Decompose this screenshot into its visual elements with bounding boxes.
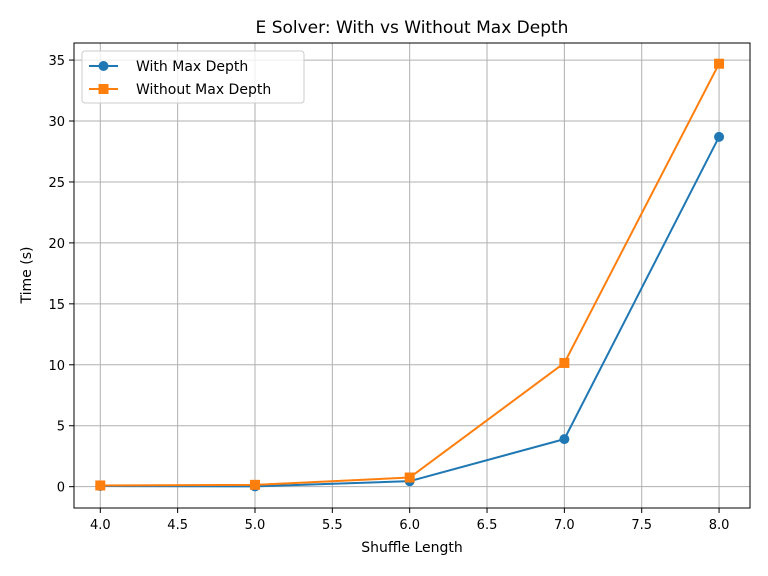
data-point-with-max-depth bbox=[714, 131, 725, 142]
x-tick-label: 6.0 bbox=[399, 518, 420, 533]
chart-title: E Solver: With vs Without Max Depth bbox=[256, 18, 569, 38]
legend-marker-without-max-depth bbox=[98, 84, 109, 94]
x-tick-label: 4.5 bbox=[167, 518, 188, 533]
x-tick-label: 8.0 bbox=[709, 518, 730, 533]
x-tick-label: 5.0 bbox=[245, 518, 266, 533]
legend-label-with-max-depth: With Max Depth bbox=[136, 59, 248, 75]
y-tick-label: 5 bbox=[57, 420, 65, 435]
legend-label-without-max-depth: Without Max Depth bbox=[136, 82, 271, 98]
x-tick-label: 4.0 bbox=[90, 518, 111, 533]
data-point-with-max-depth bbox=[559, 434, 570, 445]
legend: With Max Depth Without Max Depth bbox=[81, 50, 305, 104]
x-tick-label: 7.0 bbox=[554, 518, 575, 533]
y-tick-label: 20 bbox=[48, 237, 65, 252]
legend-entry-without-max-depth: Without Max Depth bbox=[89, 82, 271, 98]
y-axis-label: Time (s) bbox=[19, 247, 35, 305]
data-point-without-max-depth bbox=[95, 480, 106, 491]
y-tick-label: 35 bbox=[48, 54, 65, 69]
data-point-without-max-depth bbox=[714, 58, 725, 69]
y-tick-label: 10 bbox=[48, 359, 65, 374]
grid-lines bbox=[74, 43, 750, 508]
y-tick-label: 25 bbox=[48, 176, 65, 191]
x-tick-label: 6.5 bbox=[477, 518, 498, 533]
series-without-max-depth bbox=[95, 58, 725, 491]
data-point-without-max-depth bbox=[249, 479, 260, 490]
legend-box bbox=[81, 50, 305, 104]
y-tick-label: 0 bbox=[57, 481, 65, 496]
data-point-without-max-depth bbox=[404, 472, 415, 483]
x-tick-label: 5.5 bbox=[322, 518, 343, 533]
data-point-without-max-depth bbox=[559, 357, 570, 368]
axis-ticks: 4.0 4.5 5.0 5.5 6.0 6.5 7.0 7.5 8.0 0 5 10 15 20 25 30 3… bbox=[48, 54, 729, 533]
y-tick-label: 30 bbox=[48, 115, 65, 130]
x-tick-label: 7.5 bbox=[631, 518, 652, 533]
plot-frame bbox=[73, 42, 751, 509]
series-layer bbox=[95, 58, 725, 492]
y-tick-label: 15 bbox=[48, 298, 65, 313]
legend-entry-with-max-depth: With Max Depth bbox=[89, 59, 248, 75]
legend-marker-with-max-depth bbox=[98, 61, 109, 71]
x-axis-label: Shuffle Length bbox=[361, 540, 463, 556]
